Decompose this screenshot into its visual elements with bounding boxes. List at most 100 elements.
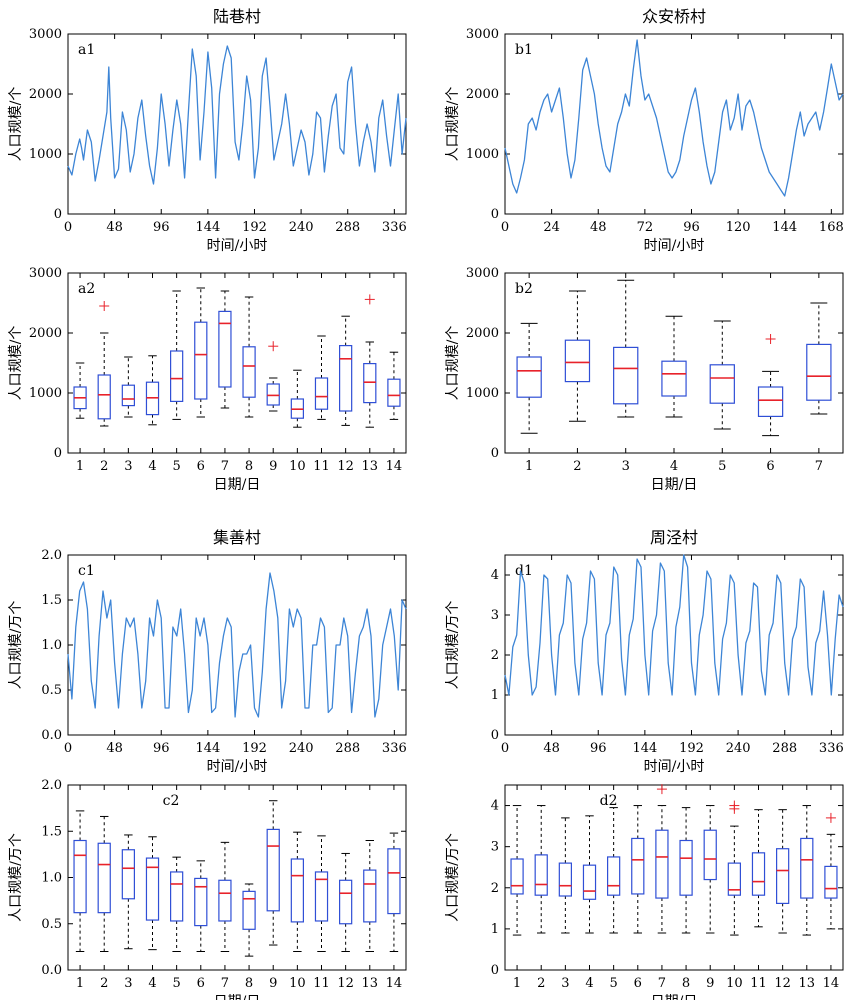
box-c2-2	[97, 815, 111, 952]
panel-tag-d1: d1	[515, 563, 533, 579]
box-body	[800, 837, 814, 899]
box-d2-3	[558, 817, 572, 934]
x-tick-label: 11	[313, 459, 330, 474]
x-tick-label: 1	[76, 976, 84, 991]
box-body	[607, 856, 621, 896]
y-tick-label: 3000	[29, 266, 62, 281]
box-d2-12	[776, 809, 790, 934]
y-tick-label: 2000	[29, 326, 62, 341]
box-body	[218, 879, 232, 922]
y-tick-label: 0	[491, 963, 499, 978]
box-body	[516, 356, 542, 398]
x-tick-label: 14	[823, 976, 840, 991]
box-body	[757, 386, 784, 417]
x-tick-label: 192	[242, 220, 267, 235]
box-d2-4	[582, 815, 597, 934]
x-tick-label: 12	[337, 976, 354, 991]
x-tick-label: 0	[64, 741, 72, 756]
box-body	[703, 829, 717, 881]
x-tick-label: 12	[337, 459, 354, 474]
x-tick-label: 48	[106, 741, 123, 756]
y-tick-label: 4	[491, 799, 499, 814]
box-b2-7	[806, 302, 832, 415]
x-tick-label: 7	[658, 976, 666, 991]
x-tick-label: 288	[335, 220, 360, 235]
box-body	[121, 849, 135, 900]
box-d2-6	[631, 805, 645, 934]
box-a2-6	[194, 287, 208, 418]
x-tick-label: 4	[148, 976, 156, 991]
box-body	[363, 363, 377, 404]
y-axis-label-d1: 人口规模/万个	[445, 601, 461, 690]
x-tick-label: 144	[195, 741, 220, 756]
x-tick-label: 9	[269, 976, 277, 991]
panel-tag-a2: a2	[78, 281, 95, 297]
x-tick-label: 5	[173, 459, 181, 474]
box-d2-10	[727, 800, 741, 936]
box-c2-5	[170, 856, 184, 952]
box-body	[387, 848, 401, 915]
x-tick-label: 240	[726, 741, 751, 756]
y-tick-label: 0.0	[41, 963, 62, 978]
y-tick-label: 0.0	[41, 728, 62, 743]
panel-tag-c2: c2	[163, 793, 180, 809]
plot-frame-a2	[67, 272, 407, 454]
x-tick-label: 14	[386, 459, 403, 474]
x-tick-label: 48	[590, 220, 607, 235]
x-tick-label: 0	[501, 741, 509, 756]
x-tick-label: 10	[726, 976, 743, 991]
chart-title-a1: 陆巷村	[213, 7, 261, 26]
box-a2-7	[218, 290, 232, 409]
box-c2-11	[314, 835, 329, 952]
x-tick-label: 5	[173, 976, 181, 991]
box-a2-13	[363, 294, 377, 428]
x-tick-label: 168	[819, 220, 844, 235]
box-a2-12	[339, 315, 353, 426]
box-body	[242, 890, 256, 930]
y-axis-label-c1: 人口规模/万个	[8, 601, 24, 690]
x-tick-label: 336	[382, 220, 407, 235]
x-tick-label: 3	[561, 976, 569, 991]
x-axis-label-a1: 时间/小时	[207, 238, 268, 254]
x-tick-label: 0	[64, 220, 72, 235]
x-tick-label: 48	[543, 741, 560, 756]
box-d2-9	[703, 805, 717, 934]
x-tick-label: 144	[632, 741, 657, 756]
box-a2-14	[387, 351, 401, 420]
y-tick-label: 2000	[29, 87, 62, 102]
y-tick-label: 1	[491, 688, 499, 703]
x-tick-label: 2	[100, 976, 108, 991]
x-tick-label: 12	[774, 976, 791, 991]
x-tick-label: 6	[766, 459, 774, 474]
series-line-b1	[504, 39, 844, 197]
box-b2-3	[613, 279, 639, 418]
box-body	[339, 345, 353, 412]
box-c2-9	[266, 800, 280, 946]
chart-title-b1: 众安桥村	[642, 7, 706, 26]
x-tick-label: 288	[335, 741, 360, 756]
x-tick-label: 2	[537, 976, 545, 991]
y-tick-label: 1.5	[41, 593, 62, 608]
box-d2-2	[534, 805, 548, 934]
y-axis-label-a2: 人口规模/个	[8, 326, 24, 401]
box-a2-10	[290, 369, 304, 428]
series-line-c1	[67, 572, 407, 718]
x-tick-label: 4	[148, 459, 156, 474]
x-tick-label: 96	[683, 220, 700, 235]
box-c2-8	[242, 883, 256, 957]
box-a2-8	[242, 296, 256, 418]
plot-frame-c2	[67, 784, 407, 971]
panel-c2: c20.00.51.01.52.0人口规模/万个日期/日123456789101…	[8, 778, 407, 1000]
box-d2-1	[510, 805, 524, 936]
y-tick-label: 2	[491, 648, 499, 663]
box-body	[751, 852, 766, 896]
box-body	[727, 862, 741, 896]
panel-tag-c1: c1	[78, 563, 95, 579]
y-tick-label: 4	[491, 568, 499, 583]
y-tick-label: 2	[491, 881, 499, 896]
box-body	[564, 339, 591, 383]
box-body	[776, 848, 790, 905]
panel-b2: b2 0 1000 2000 3000 人口规模/个日期/日 1 2 3 4 5 6 7	[445, 266, 844, 493]
x-tick-label: 13	[799, 976, 816, 991]
box-a2-11	[314, 335, 329, 420]
